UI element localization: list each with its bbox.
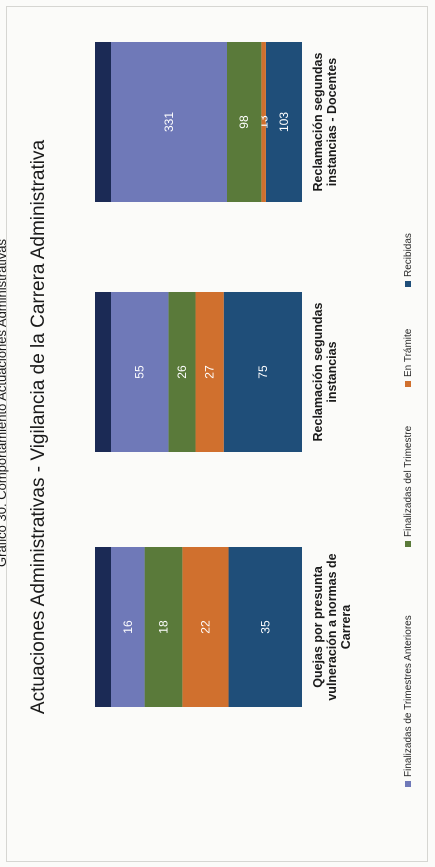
category-labels: Quejas por presuntavulneración a normas … — [311, 52, 353, 700]
data-label-finalizadas-del-trimestre-3: 98 — [237, 115, 251, 129]
data-label-finalizadas-de-trimestres-anteriores-1: 16 — [121, 620, 135, 634]
data-label-en-tramite-2: 27 — [203, 365, 217, 379]
data-label-recibidas-1: 35 — [258, 620, 272, 634]
bar-finalizadas-de-trimestres-anteriores-3 — [111, 42, 228, 202]
category-label-2: Reclamación segundasinstancias — [311, 302, 339, 441]
bar-en-tramite-3 — [261, 42, 266, 202]
data-label-finalizadas-del-trimestre-2: 26 — [175, 365, 189, 379]
section-header: Gráfico 30. Comportamiento Actuaciones A… — [0, 238, 9, 567]
legend-swatch-recibidas — [405, 281, 411, 287]
category-label-1: Quejas por presuntavulneración a normas … — [311, 553, 353, 700]
bar-top-band-3 — [95, 42, 111, 202]
legend-swatch-finalizadas-de-trimestres-anteriores — [405, 781, 411, 787]
bar-top-band-2 — [95, 292, 111, 452]
data-label-en-tramite-1: 22 — [198, 620, 212, 634]
data-label-finalizadas-de-trimestres-anteriores-2: 55 — [133, 365, 147, 379]
bar-finalizadas-del-trimestre-3 — [227, 42, 262, 202]
category-label-3: Reclamación segundasinstancias - Docente… — [311, 52, 339, 191]
bar-finalizadas-del-trimestre-1 — [144, 547, 183, 707]
data-label-recibidas-2: 75 — [256, 365, 270, 379]
legend-label-finalizadas-del-trimestre: Finalizadas del Trimestre — [403, 425, 414, 537]
legend-label-en-tramite: En Trámite — [403, 328, 414, 377]
bar-finalizadas-de-trimestres-anteriores-1 — [111, 547, 145, 707]
legend-swatch-en-tramite — [405, 381, 411, 387]
bar-top-band-1 — [95, 547, 111, 707]
bar-recibidas-1 — [228, 547, 303, 707]
page-frame — [6, 6, 428, 862]
data-label-finalizadas-de-trimestres-anteriores-3: 331 — [162, 112, 176, 132]
bar-en-tramite-1 — [182, 547, 229, 707]
data-label-recibidas-3: 103 — [277, 112, 291, 132]
legend: Finalizadas de Trimestres Anteriores Fina… — [403, 233, 414, 787]
bar-recibidas-2 — [223, 292, 302, 452]
legend-swatch-finalizadas-del-trimestre — [405, 541, 411, 547]
data-label-finalizadas-del-trimestre-1: 18 — [156, 620, 170, 634]
bar-finalizadas-de-trimestres-anteriores-2 — [111, 292, 169, 452]
bar-recibidas-3 — [265, 42, 302, 202]
legend-label-recibidas: Recibidas — [403, 233, 414, 277]
bar-en-tramite-2 — [195, 292, 224, 452]
bar-finalizadas-del-trimestre-2 — [168, 292, 196, 452]
chart-title: Actuaciones Administrativas - Vigilancia… — [28, 140, 49, 715]
legend-label-finalizadas-de-trimestres-anteriores: Finalizadas de Trimestres Anteriores — [403, 615, 414, 777]
